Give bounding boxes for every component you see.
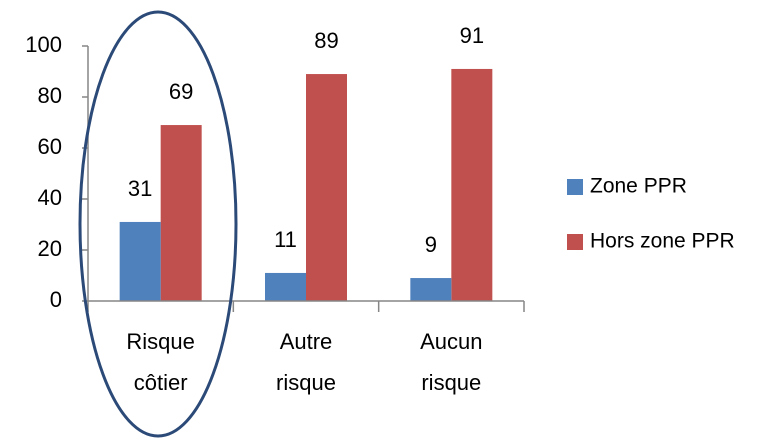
- data-label: 91: [460, 23, 484, 48]
- y-tick-label: 100: [25, 32, 62, 57]
- legend-label: Hors zone PPR: [590, 230, 735, 253]
- x-tick-label: Aucun risque: [420, 329, 483, 395]
- y-tick-label: 60: [38, 134, 62, 159]
- data-label: 89: [314, 28, 338, 53]
- legend-label: Zone PPR: [590, 175, 687, 198]
- highlight-ellipse: [78, 10, 238, 438]
- bar: [119, 221, 161, 301]
- data-label: 31: [128, 176, 152, 201]
- data-label: 11: [274, 227, 297, 252]
- legend-swatch: [567, 179, 583, 195]
- x-tick-label: Risque côtier: [126, 329, 195, 395]
- data-label: 9: [425, 232, 437, 257]
- bar: [160, 125, 202, 301]
- bar: [265, 272, 306, 301]
- y-tick-label: 40: [38, 185, 62, 210]
- y-tick-label: 80: [38, 83, 62, 108]
- y-tick-label: 0: [50, 287, 62, 312]
- legend-swatch: [567, 234, 583, 250]
- bar: [306, 74, 347, 301]
- data-label: 69: [169, 79, 193, 104]
- x-tick-label: Autre risque: [276, 329, 336, 395]
- bar: [410, 278, 452, 301]
- y-tick-label: 20: [38, 236, 62, 261]
- bar: [451, 68, 493, 301]
